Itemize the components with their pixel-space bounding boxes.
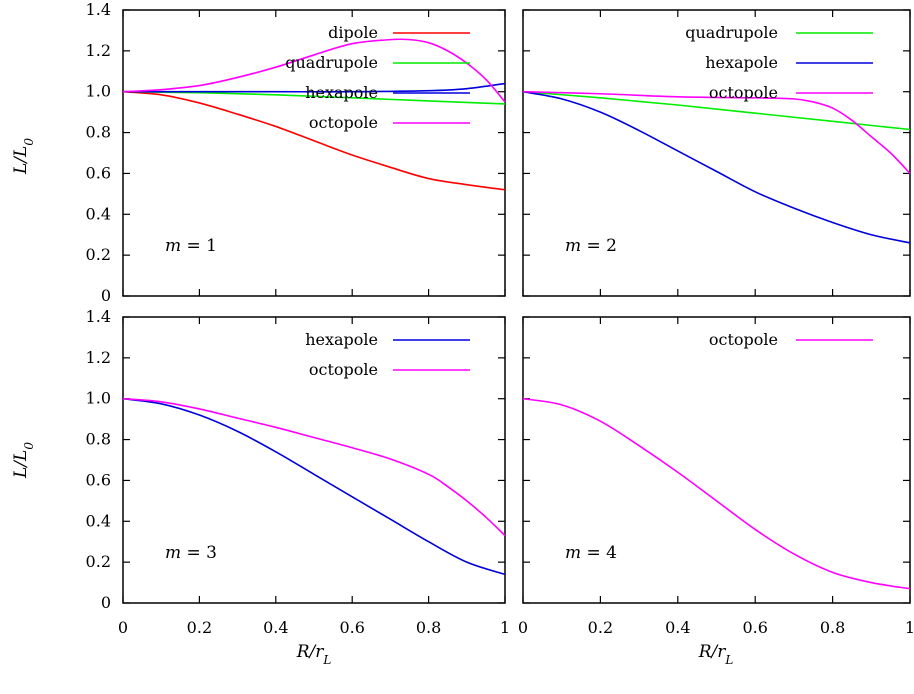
legend-label-hexapole: hexapole: [705, 53, 778, 72]
x-tick-label: 1: [905, 618, 914, 637]
x-tick-label: 1: [500, 618, 510, 637]
x-tick-label: 0.8: [820, 618, 845, 637]
series-line-hexapole: [523, 92, 910, 243]
y-tick-label: 1.0: [86, 82, 111, 101]
y-axis-label-top: L/L0: [11, 138, 36, 175]
legend-label-octopole: octopole: [309, 113, 378, 132]
legend-label-hexapole: hexapole: [305, 330, 378, 349]
legend-label-hexapole: hexapole: [305, 83, 378, 102]
panel-m-label: m = 1: [165, 236, 217, 256]
x-tick-label: 0.4: [665, 618, 690, 637]
panel-1: 0 0.2 0.4 0.6 0.8 1.0 1.2 1.4 dipole quadrupole he…: [86, 0, 505, 305]
y-tick-label: 0.8: [86, 123, 111, 142]
panel-m-label: m = 3: [165, 543, 217, 563]
panel-3: 0 0.2 0.4 0.6 0.8 1.0 1.2 1.4 0 0.2 0.4 0.6 0.8 1 hexa…: [86, 307, 511, 637]
series-line-octopole: [123, 399, 505, 536]
x-tick-label: 0.4: [263, 618, 288, 637]
panel-m-label: m = 2: [565, 236, 617, 256]
x-axis-label-left: R/rL: [296, 642, 332, 667]
x-axis-label-right: R/rL: [698, 642, 734, 667]
x-tick-label: 0: [518, 618, 528, 637]
y-tick-label: 0: [101, 286, 111, 305]
legend-label-octopole: octopole: [709, 330, 778, 349]
y-tick-label: 1.2: [86, 348, 111, 367]
x-tick-label: 0.2: [588, 618, 613, 637]
y-tick-label: 1.0: [86, 389, 111, 408]
panel-m-label: m = 4: [565, 543, 617, 563]
y-tick-label: 1.4: [86, 0, 111, 19]
x-tick-label: 0: [118, 618, 128, 637]
legend-label-octopole: octopole: [309, 360, 378, 379]
x-tick-label: 0.6: [742, 618, 767, 637]
y-tick-label: 0.4: [86, 204, 111, 223]
y-tick-label: 0: [101, 593, 111, 612]
y-tick-label: 1.4: [86, 307, 111, 326]
legend-label-octopole: octopole: [709, 83, 778, 102]
legend-label-quadrupole: quadrupole: [685, 23, 778, 42]
x-tick-label: 0.2: [187, 618, 212, 637]
y-tick-label: 0.4: [86, 511, 111, 530]
legend-label-quadrupole: quadrupole: [285, 53, 378, 72]
panel-4: 0 0.2 0.4 0.6 0.8 1 octopole m = 4: [518, 317, 914, 637]
y-tick-label: 0.2: [86, 552, 111, 571]
y-tick-label: 0.8: [86, 430, 111, 449]
y-tick-label: 0.2: [86, 245, 111, 264]
y-axis-label-bottom: L/L0: [11, 442, 36, 479]
panel-2: quadrupole hexapole octopole m = 2: [523, 10, 910, 296]
legend-label-dipole: dipole: [328, 23, 378, 42]
series-line-dipole: [123, 92, 505, 190]
y-tick-label: 1.2: [86, 41, 111, 60]
y-tick-label: 0.6: [86, 470, 111, 489]
y-tick-label: 0.6: [86, 163, 111, 182]
x-tick-label: 0.8: [416, 618, 441, 637]
x-tick-label: 0.6: [339, 618, 364, 637]
